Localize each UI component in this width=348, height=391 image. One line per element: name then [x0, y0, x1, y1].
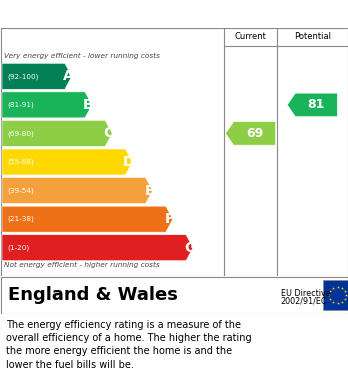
Text: (92-100): (92-100) [7, 73, 38, 79]
Polygon shape [2, 92, 92, 118]
Text: (1-20): (1-20) [7, 244, 29, 251]
Text: D: D [123, 155, 135, 169]
Polygon shape [2, 235, 193, 261]
Polygon shape [2, 120, 112, 146]
Text: Energy Efficiency Rating: Energy Efficiency Rating [5, 7, 207, 22]
Text: Potential: Potential [294, 32, 331, 41]
Text: The energy efficiency rating is a measure of the
overall efficiency of a home. T: The energy efficiency rating is a measur… [6, 320, 252, 369]
Text: (21-38): (21-38) [7, 216, 34, 222]
Text: Not energy efficient - higher running costs: Not energy efficient - higher running co… [4, 262, 160, 268]
Polygon shape [2, 178, 153, 204]
Text: 2002/91/EC: 2002/91/EC [280, 296, 327, 305]
Polygon shape [2, 206, 173, 232]
Bar [323, 280, 348, 310]
Polygon shape [226, 122, 276, 145]
Text: B: B [83, 98, 94, 112]
Text: (39-54): (39-54) [7, 187, 34, 194]
Text: (55-68): (55-68) [7, 159, 34, 165]
Polygon shape [2, 149, 133, 175]
Polygon shape [2, 63, 72, 89]
Text: 69: 69 [246, 127, 263, 140]
Text: F: F [165, 212, 174, 226]
Text: A: A [63, 69, 74, 83]
Text: (69-80): (69-80) [7, 130, 34, 137]
Text: Current: Current [235, 32, 267, 41]
Text: E: E [144, 183, 154, 197]
Text: C: C [104, 126, 114, 140]
Text: EU Directive: EU Directive [280, 289, 330, 298]
Text: (81-91): (81-91) [7, 102, 34, 108]
Text: 81: 81 [308, 99, 325, 111]
Text: G: G [184, 241, 195, 255]
Text: Very energy efficient - lower running costs: Very energy efficient - lower running co… [4, 53, 160, 59]
Text: England & Wales: England & Wales [8, 286, 178, 304]
Polygon shape [287, 93, 337, 117]
